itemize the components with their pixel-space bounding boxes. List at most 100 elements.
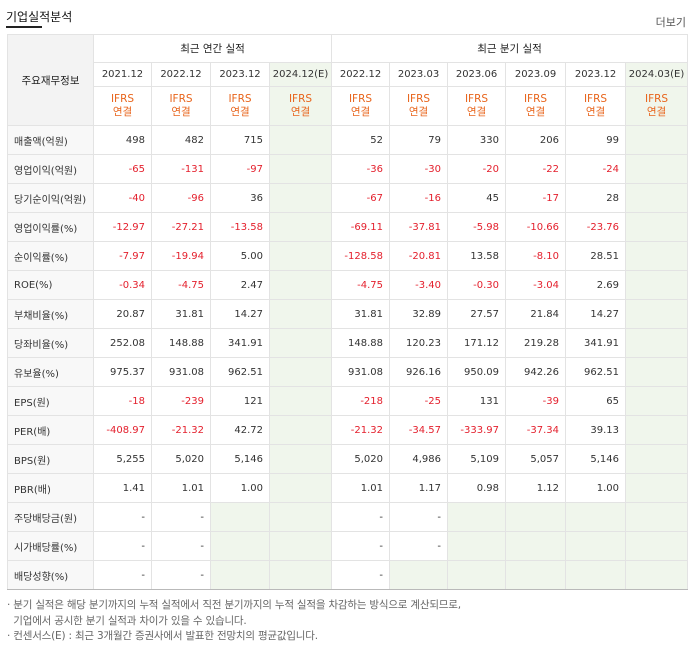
annual-cell <box>268 328 333 358</box>
quarter-cell <box>625 560 689 590</box>
quarter-cell: -24 <box>565 154 627 184</box>
table-row: 부채비율(%) 20.87 31.81 14.27 31.81 32.89 27.57 21.… <box>7 299 689 329</box>
ifrs-label: IFRS 연결 <box>447 86 507 126</box>
quarter-cell: -20 <box>447 154 507 184</box>
annual-cell <box>268 502 333 532</box>
quarter-cell: 1.12 <box>505 473 567 503</box>
quarter-cell: -20.81 <box>389 241 449 271</box>
quarter-cell: 120.23 <box>389 328 449 358</box>
quarter-cell: 39.13 <box>565 415 627 445</box>
quarter-cell: 2.69 <box>565 270 627 300</box>
annual-cell: 252.08 <box>93 328 152 358</box>
quarter-cell: 942.26 <box>505 357 567 387</box>
ifrs-label-line2: 연결 <box>350 106 371 118</box>
annual-period: 2021.12 <box>93 62 152 87</box>
quarter-cell <box>625 502 689 532</box>
annual-cell: - <box>151 502 211 532</box>
quarter-cell <box>625 531 689 561</box>
annual-cell: 962.51 <box>210 357 270 387</box>
row-label: 당기순이익(억원) <box>7 183 94 213</box>
table-row: 당좌비율(%) 252.08 148.88 341.91 148.88 120.23 171… <box>7 328 689 358</box>
row-label: BPS(원) <box>7 444 94 474</box>
table-row: 시가배당률(%) - - - - <box>7 531 689 561</box>
quarter-cell: 52 <box>331 125 391 155</box>
quarter-period: 2023.09 <box>505 62 567 87</box>
ifrs-row: IFRS 연결 IFRS 연결 IFRS 연결 IFRS 연결 IFRS 연결 IFRS 연결 IFRS… <box>8 86 689 126</box>
ifrs-label: IFRS 연결 <box>268 86 333 126</box>
quarter-cell <box>625 183 689 213</box>
footnote-3: · 컨센서스(E) : 최근 3개월간 증권사에서 발표한 전망치의 평균값입니… <box>7 630 318 642</box>
quarter-cell: 5,109 <box>447 444 507 474</box>
quarter-cell: 341.91 <box>565 328 627 358</box>
quarter-cell: 5,020 <box>331 444 391 474</box>
annual-cell: -4.75 <box>151 270 211 300</box>
quarter-cell: 330 <box>447 125 507 155</box>
quarter-cell: -5.98 <box>447 212 507 242</box>
annual-cell: 5,146 <box>210 444 270 474</box>
quarter-cell <box>565 502 627 532</box>
table-row: 주당배당금(원) - - - - <box>7 502 689 532</box>
annual-cell: 1.00 <box>210 473 270 503</box>
annual-cell: - <box>151 531 211 561</box>
annual-cell: -21.32 <box>151 415 211 445</box>
annual-cell: -0.34 <box>93 270 152 300</box>
quarter-cell: 926.16 <box>389 357 449 387</box>
annual-cell: 715 <box>210 125 270 155</box>
quarter-cell: -4.75 <box>331 270 391 300</box>
quarter-cell: -37.81 <box>389 212 449 242</box>
quarter-cell <box>625 270 689 300</box>
quarter-cell: 219.28 <box>505 328 567 358</box>
ifrs-label: IFRS 연결 <box>625 86 689 126</box>
quarter-cell: 1.17 <box>389 473 449 503</box>
quarter-period: 2023.06 <box>447 62 507 87</box>
annual-cell: -13.58 <box>210 212 270 242</box>
quarter-cell: -218 <box>331 386 391 416</box>
annual-cell: - <box>151 560 211 590</box>
quarter-cell: - <box>389 531 449 561</box>
quarter-cell: 171.12 <box>447 328 507 358</box>
quarter-cell: -30 <box>389 154 449 184</box>
quarter-cell: -8.10 <box>505 241 567 271</box>
more-link[interactable]: 더보기 <box>655 16 686 29</box>
table-row: PBR(배) 1.41 1.01 1.00 1.01 1.17 0.98 1.12 1.00 <box>7 473 689 503</box>
quarter-cell: -21.32 <box>331 415 391 445</box>
annual-cell <box>268 444 333 474</box>
ifrs-label-line2: 연결 <box>408 106 429 118</box>
annual-cell: 1.01 <box>151 473 211 503</box>
annual-cell: -408.97 <box>93 415 152 445</box>
quarter-cell: 1.00 <box>565 473 627 503</box>
ifrs-label-line1: IFRS <box>288 93 313 105</box>
quarter-cell: 79 <box>389 125 449 155</box>
quarter-cell: -39 <box>505 386 567 416</box>
row-label: 유보율(%) <box>7 357 94 387</box>
ifrs-label-line1: IFRS <box>228 93 252 105</box>
quarter-cell: 1.01 <box>331 473 391 503</box>
quarter-cell: 99 <box>565 125 627 155</box>
quarter-cell: -69.11 <box>331 212 391 242</box>
quarter-cell: -3.40 <box>389 270 449 300</box>
quarter-cell: 21.84 <box>505 299 567 329</box>
financial-table: 주요재무정보 최근 연간 실적 최근 분기 실적 2021.12 2022.12 2023… <box>7 34 689 590</box>
ifrs-label: IFRS 연결 <box>151 86 211 126</box>
row-label: 배당성향(%) <box>7 560 94 590</box>
annual-period: 2024.12(E) <box>268 62 333 87</box>
ifrs-label-line2: 연결 <box>525 106 546 118</box>
annual-cell: -131 <box>151 154 211 184</box>
annual-cell <box>210 531 270 561</box>
quarter-cell <box>447 560 507 590</box>
table-row: 매출액(억원) 498 482 715 52 79 330 206 99 <box>7 125 689 155</box>
quarter-cell: -333.97 <box>447 415 507 445</box>
row-label: 주당배당금(원) <box>7 502 94 532</box>
quarter-cell: -0.30 <box>447 270 507 300</box>
quarter-cell: 950.09 <box>447 357 507 387</box>
quarter-period: 2022.12 <box>331 62 391 87</box>
quarter-cell: 931.08 <box>331 357 391 387</box>
footnote-1: · 분기 실적은 해당 분기까지의 누적 실적에서 직전 분기까지의 누적 실적… <box>7 599 461 611</box>
quarter-cell <box>625 473 689 503</box>
ifrs-label-line2: 연결 <box>112 106 133 118</box>
annual-cell: 931.08 <box>151 357 211 387</box>
period-row: 2021.12 2022.12 2023.12 2024.12(E) 2022.12 20… <box>8 62 689 87</box>
quarter-cell: 131 <box>447 386 507 416</box>
quarter-cell: -37.34 <box>505 415 567 445</box>
ifrs-label: IFRS 연결 <box>505 86 567 126</box>
